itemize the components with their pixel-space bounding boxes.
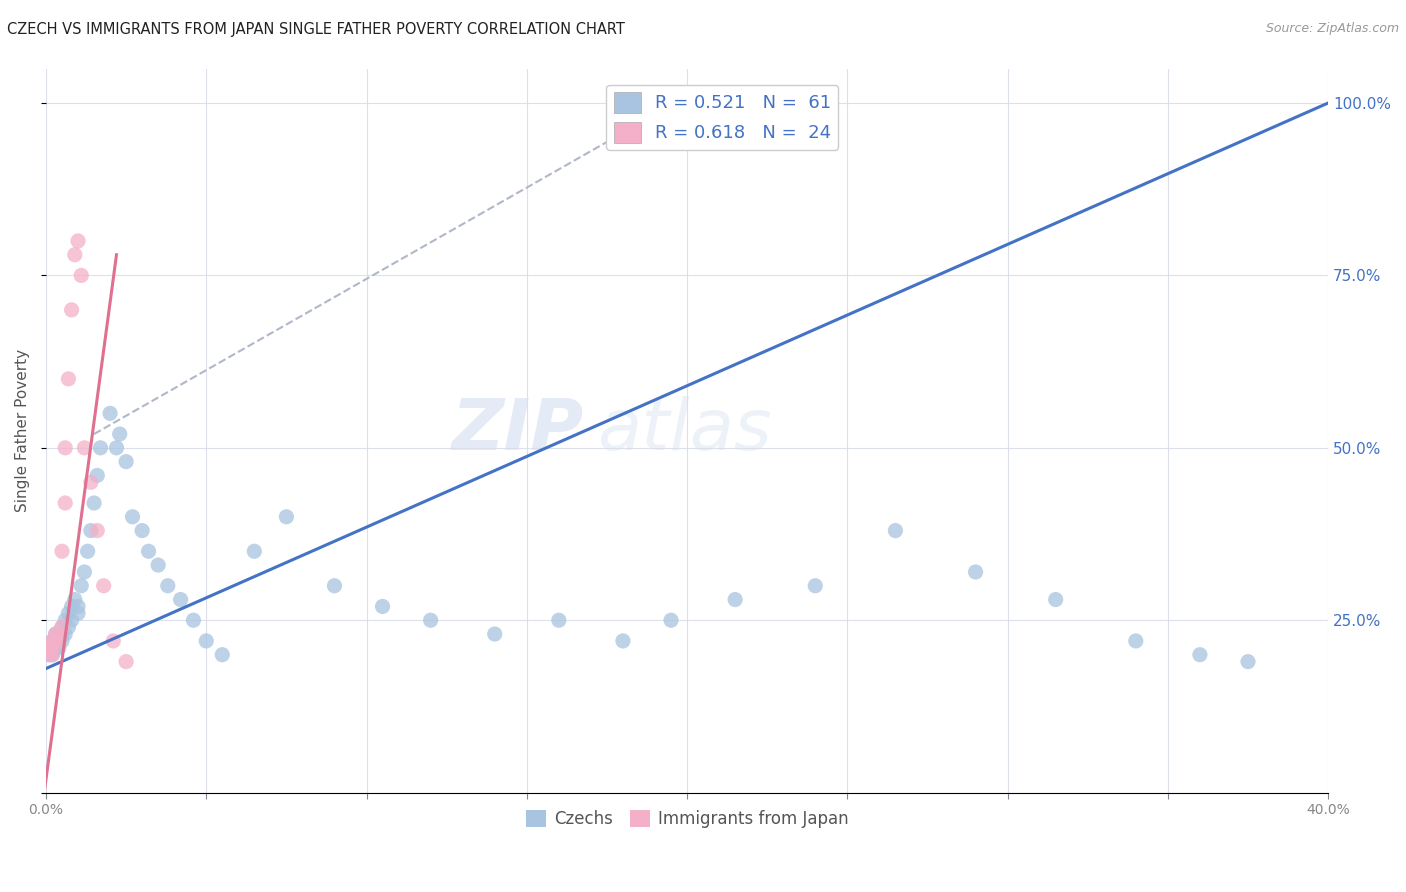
Point: [547, 613, 569, 627]
Point: [86, 468, 108, 483]
Point: [1045, 592, 1067, 607]
Point: [60, 613, 83, 627]
Y-axis label: Single Father Poverty: Single Father Poverty: [15, 349, 30, 512]
Point: [51, 620, 73, 634]
Point: [41, 640, 63, 655]
Point: [45, 627, 67, 641]
Point: [48, 634, 70, 648]
Point: [419, 613, 441, 627]
Point: [60, 302, 83, 317]
Point: [70, 268, 93, 283]
Text: Source: ZipAtlas.com: Source: ZipAtlas.com: [1265, 22, 1399, 36]
Point: [115, 455, 138, 469]
Point: [484, 627, 506, 641]
Point: [45, 634, 67, 648]
Point: [169, 592, 191, 607]
Point: [51, 620, 73, 634]
Point: [48, 627, 70, 641]
Point: [51, 627, 73, 641]
Point: [53, 613, 76, 627]
Point: [38, 648, 60, 662]
Point: [41, 640, 63, 655]
Point: [323, 579, 346, 593]
Point: [884, 524, 907, 538]
Point: [66, 234, 89, 248]
Point: [131, 524, 153, 538]
Point: [63, 592, 86, 607]
Point: [73, 441, 96, 455]
Point: [659, 613, 682, 627]
Point: [48, 640, 70, 655]
Point: [45, 640, 67, 655]
Point: [1237, 655, 1260, 669]
Point: [41, 634, 63, 648]
Point: [45, 634, 67, 648]
Legend: Czechs, Immigrants from Japan: Czechs, Immigrants from Japan: [519, 804, 855, 835]
Point: [51, 634, 73, 648]
Point: [804, 579, 827, 593]
Point: [53, 627, 76, 641]
Point: [103, 634, 125, 648]
Text: atlas: atlas: [598, 396, 772, 465]
Text: ZIP: ZIP: [453, 396, 585, 465]
Point: [38, 640, 60, 655]
Point: [156, 579, 179, 593]
Point: [612, 634, 634, 648]
Point: [211, 648, 233, 662]
Point: [63, 248, 86, 262]
Point: [48, 634, 70, 648]
Point: [66, 607, 89, 621]
Point: [183, 613, 205, 627]
Point: [86, 524, 108, 538]
Point: [276, 509, 298, 524]
Point: [73, 565, 96, 579]
Point: [41, 648, 63, 662]
Point: [243, 544, 266, 558]
Point: [98, 406, 121, 420]
Point: [45, 627, 67, 641]
Point: [53, 441, 76, 455]
Point: [53, 496, 76, 510]
Point: [138, 544, 160, 558]
Point: [76, 544, 98, 558]
Point: [146, 558, 169, 572]
Point: [371, 599, 394, 614]
Point: [89, 441, 111, 455]
Point: [38, 648, 60, 662]
Point: [58, 372, 80, 386]
Point: [66, 599, 89, 614]
Point: [965, 565, 987, 579]
Point: [121, 509, 143, 524]
Point: [108, 427, 131, 442]
Point: [115, 655, 138, 669]
Point: [93, 579, 115, 593]
Point: [105, 441, 128, 455]
Point: [70, 579, 93, 593]
Point: [60, 599, 83, 614]
Point: [58, 607, 80, 621]
Point: [195, 634, 218, 648]
Point: [51, 544, 73, 558]
Point: [38, 640, 60, 655]
Point: [41, 634, 63, 648]
Point: [58, 620, 80, 634]
Point: [1125, 634, 1147, 648]
Point: [83, 496, 105, 510]
Point: [1188, 648, 1211, 662]
Text: CZECH VS IMMIGRANTS FROM JAPAN SINGLE FATHER POVERTY CORRELATION CHART: CZECH VS IMMIGRANTS FROM JAPAN SINGLE FA…: [7, 22, 624, 37]
Point: [80, 475, 103, 490]
Point: [80, 524, 103, 538]
Point: [41, 648, 63, 662]
Point: [724, 592, 747, 607]
Point: [48, 627, 70, 641]
